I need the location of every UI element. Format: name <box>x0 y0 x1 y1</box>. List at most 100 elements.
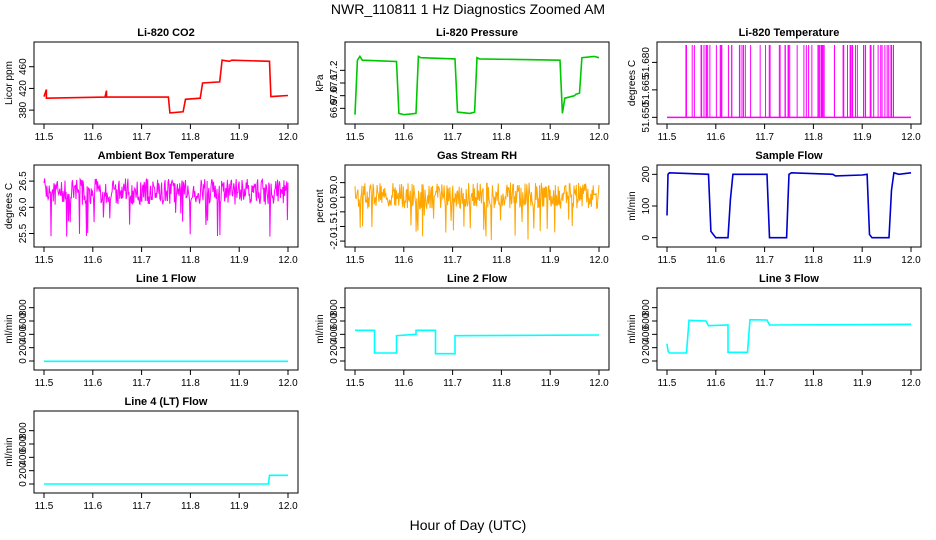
x-tick-label: 12.0 <box>901 255 921 266</box>
x-tick-label: 11.9 <box>853 132 872 143</box>
y-tick-label: 0 <box>641 234 652 240</box>
x-tick-label: 11.6 <box>83 132 102 143</box>
x-tick-label: 11.5 <box>35 255 54 266</box>
series-line <box>666 171 912 239</box>
y-tick-label: 67.1 <box>329 73 340 93</box>
y-axis-label: degrees C <box>4 183 15 229</box>
panel-9: Line 3 Flow ml/min 11.5 11.6 11.7 11.8 11.9 12.… <box>627 273 922 389</box>
x-tick-label: 11.6 <box>83 378 102 389</box>
y-tick-label: 600 <box>329 312 340 329</box>
series-line <box>43 59 289 114</box>
panel-1: Li-820 CO2 Licor ppm 11.5 11.6 11.7 11.8 11.9 1… <box>4 27 299 143</box>
y-tick-label: 51.680 <box>641 47 652 78</box>
x-tick-label: 11.7 <box>755 132 774 143</box>
x-tick-label: 11.5 <box>35 501 54 512</box>
x-tick-label: 12.0 <box>278 378 298 389</box>
x-tick-label: 11.5 <box>346 378 365 389</box>
x-tick-label: 11.6 <box>706 132 725 143</box>
x-tick-label: 11.8 <box>181 255 200 266</box>
x-tick-label: 11.8 <box>181 501 200 512</box>
y-tick-label: -1.0 <box>329 203 340 221</box>
x-tick-label: 11.5 <box>658 255 677 266</box>
y-tick-label: 400 <box>18 326 29 343</box>
x-tick-label: 11.7 <box>443 255 462 266</box>
x-tick-label: 11.7 <box>755 378 774 389</box>
x-tick-label: 11.5 <box>346 255 365 266</box>
y-axis-label: kPa <box>315 74 326 92</box>
panel-5: Gas Stream RH percent 11.5 11.6 11.7 11.8 11.9… <box>315 150 610 266</box>
x-tick-label: 11.7 <box>443 132 462 143</box>
y-tick-label: 51.650 <box>641 102 652 133</box>
x-tick-label: 12.0 <box>589 132 609 143</box>
x-tick-label: 11.9 <box>853 378 872 389</box>
x-tick-label: 11.6 <box>706 378 725 389</box>
panel-title: Line 2 Flow <box>447 273 507 285</box>
x-tick-label: 11.6 <box>394 132 413 143</box>
x-tick-label: 11.9 <box>541 132 560 143</box>
x-tick-label: 12.0 <box>589 255 609 266</box>
panel-7: Line 1 Flow ml/min 11.5 11.6 11.7 11.8 11.9 12.… <box>4 273 299 389</box>
plot-frame <box>33 287 299 371</box>
y-tick-label: 25.5 <box>18 223 29 243</box>
y-tick-label: 0 <box>641 358 652 364</box>
panel-4: Ambient Box Temperature degrees C 11.5 11.6… <box>4 150 299 266</box>
figure-x-label: Hour of Day (UTC) <box>409 517 527 533</box>
x-tick-label: 11.6 <box>706 255 725 266</box>
y-tick-label: 66.9 <box>329 98 340 118</box>
panel-title: Li-820 Temperature <box>739 27 840 39</box>
x-tick-label: 12.0 <box>901 378 921 389</box>
x-tick-label: 11.9 <box>853 255 872 266</box>
panel-3: Li-820 Temperature degrees C 11.5 11.6 11.7 1… <box>627 27 922 143</box>
x-tick-label: 11.5 <box>35 132 54 143</box>
y-tick-label: 400 <box>329 326 340 343</box>
y-tick-label: 0.0 <box>329 175 340 189</box>
x-tick-label: 11.8 <box>181 378 200 389</box>
panel-title: Li-820 Pressure <box>436 27 518 39</box>
y-tick-label: 67.0 <box>329 85 340 105</box>
x-tick-label: 11.7 <box>443 378 462 389</box>
x-tick-label: 11.7 <box>132 501 151 512</box>
plot-frame <box>656 287 922 371</box>
y-tick-label: 0 <box>18 358 29 364</box>
y-tick-label: 51.665 <box>641 74 652 105</box>
y-tick-label: 26.5 <box>18 171 29 191</box>
y-tick-label: 600 <box>641 312 652 329</box>
series-line <box>43 177 289 237</box>
y-axis-label: degrees C <box>627 60 638 106</box>
y-tick-label: 200 <box>641 339 652 356</box>
plot-frame <box>344 41 610 125</box>
plot-frame <box>33 164 299 248</box>
x-tick-label: 11.8 <box>492 255 511 266</box>
y-tick-label: 400 <box>641 326 652 343</box>
figure-title: NWR_110811 1 Hz Diagnostics Zoomed AM <box>330 1 606 17</box>
x-tick-label: 11.6 <box>83 255 102 266</box>
x-tick-label: 11.5 <box>658 132 677 143</box>
panel-10: Line 4 (LT) Flow ml/min 11.5 11.6 11.7 11.8 11… <box>4 396 299 512</box>
series-line <box>666 318 912 354</box>
panel-title: Sample Flow <box>755 150 823 162</box>
x-tick-label: 11.9 <box>230 255 249 266</box>
y-axis-label: ml/min <box>627 314 638 343</box>
y-tick-label: 800 <box>18 422 29 439</box>
y-tick-label: -0.5 <box>329 188 340 206</box>
y-axis-label: percent <box>315 189 326 223</box>
series-line <box>354 182 600 241</box>
x-tick-label: 11.8 <box>804 132 823 143</box>
x-tick-label: 11.9 <box>541 255 560 266</box>
y-tick-label: 400 <box>18 449 29 466</box>
x-tick-label: 11.6 <box>83 501 102 512</box>
series-line <box>354 54 600 116</box>
x-tick-label: 11.9 <box>230 501 249 512</box>
panel-title: Line 3 Flow <box>759 273 819 285</box>
y-tick-label: 200 <box>18 462 29 479</box>
y-axis-label: ml/min <box>627 191 638 220</box>
y-tick-label: 600 <box>18 435 29 452</box>
y-tick-label: 420 <box>18 80 29 97</box>
plot-frame <box>344 164 610 248</box>
x-tick-label: 11.7 <box>132 255 151 266</box>
x-tick-label: 11.8 <box>181 132 200 143</box>
plot-frame <box>656 41 922 125</box>
x-tick-label: 11.7 <box>755 255 774 266</box>
x-tick-label: 12.0 <box>901 132 921 143</box>
